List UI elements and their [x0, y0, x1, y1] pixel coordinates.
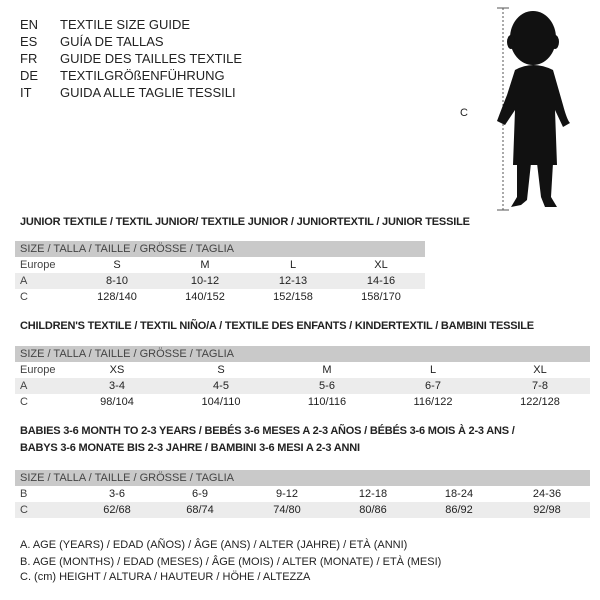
row-label: A	[20, 275, 28, 287]
row-label: Europe	[20, 364, 56, 376]
lang-title: GUÍA DE TALLAS	[60, 34, 164, 49]
cell: M	[200, 259, 210, 271]
table-row: A 8-10 10-12 12-13 14-16	[15, 273, 425, 289]
junior-section-title: JUNIOR TEXTILE / TEXTIL JUNIOR/ TEXTILE …	[20, 216, 470, 228]
row-label: Europe	[20, 259, 56, 271]
cell: 104/110	[201, 396, 241, 408]
lang-code: EN	[20, 17, 39, 32]
children-size-table: SIZE / TALLA / TAILLE / GRÖSSE / TAGLIA …	[15, 346, 590, 410]
cell: 86/92	[445, 504, 473, 516]
row-label: A	[20, 380, 28, 392]
junior-size-table: SIZE / TALLA / TAILLE / GRÖSSE / TAGLIA …	[15, 241, 425, 305]
cell: 116/122	[413, 396, 453, 408]
cell: 80/86	[359, 504, 387, 516]
cell: 5-6	[319, 380, 335, 392]
cell: 14-16	[366, 275, 396, 287]
cell: 24-36	[532, 488, 562, 500]
legend-a: A. AGE (YEARS) / EDAD (AÑOS) / ÂGE (ANS)…	[20, 539, 408, 551]
cell: 9-12	[275, 488, 299, 500]
cell: 110/116	[307, 396, 347, 408]
cell: 10-12	[190, 275, 220, 287]
lang-title: GUIDA ALLE TAGLIE TESSILI	[60, 85, 236, 100]
table-header: SIZE / TALLA / TAILLE / GRÖSSE / TAGLIA	[15, 346, 590, 362]
cell: XL	[533, 364, 547, 376]
child-silhouette-icon	[497, 7, 570, 211]
lang-title: TEXTILE SIZE GUIDE	[60, 17, 191, 32]
lang-code: FR	[20, 51, 38, 66]
cell: 140/152	[185, 291, 225, 303]
lang-code: IT	[20, 85, 32, 100]
table-row: Europe XS S M L XL	[15, 362, 590, 378]
cell: L	[429, 364, 437, 376]
babies-section-title-line2: BABYS 3-6 MONATE BIS 2-3 JAHRE / BAMBINI…	[20, 442, 360, 454]
lang-code: DE	[20, 68, 39, 83]
table-row: Europe S M L XL	[15, 257, 425, 273]
babies-section-title-line1: BABIES 3-6 MONTH TO 2-3 YEARS / BEBÉS 3-…	[20, 425, 515, 437]
row-label: B	[20, 488, 28, 500]
lang-code: ES	[20, 34, 38, 49]
legend-b: B. AGE (MONTHS) / EDAD (MESES) / ÂGE (MO…	[20, 556, 442, 568]
cell: 68/74	[186, 504, 214, 516]
lang-title: TEXTILGRÖßENFÜHRUNG	[60, 68, 225, 83]
cell: L	[289, 259, 297, 271]
table-row: C 62/68 68/74 74/80 80/86 86/92 92/98	[15, 502, 590, 518]
table-header: SIZE / TALLA / TAILLE / GRÖSSE / TAGLIA	[15, 241, 425, 257]
table-header: SIZE / TALLA / TAILLE / GRÖSSE / TAGLIA	[15, 470, 590, 486]
cell: 128/140	[97, 291, 137, 303]
cell: 62/68	[103, 504, 131, 516]
measure-label: C	[460, 107, 468, 119]
cell: 3-4	[109, 380, 125, 392]
row-label: C	[20, 504, 28, 516]
table-row: B 3-6 6-9 9-12 12-18 18-24 24-36	[15, 486, 590, 502]
cell: 12-18	[358, 488, 388, 500]
cell: 8-10	[105, 275, 129, 287]
cell: 98/104	[100, 396, 134, 408]
height-figure: C	[455, 5, 595, 215]
cell: 18-24	[444, 488, 474, 500]
cell: 4-5	[213, 380, 229, 392]
cell: 122/128	[520, 396, 560, 408]
cell: 3-6	[109, 488, 125, 500]
cell: XL	[374, 259, 388, 271]
cell: 152/158	[273, 291, 313, 303]
cell: M	[322, 364, 332, 376]
cell: 12-13	[278, 275, 308, 287]
row-label: C	[20, 291, 28, 303]
children-section-title: CHILDREN'S TEXTILE / TEXTIL NIÑO/A / TEX…	[20, 320, 534, 332]
table-row: C 98/104 104/110 110/116 116/122 122/128	[15, 394, 590, 410]
row-label: C	[20, 396, 28, 408]
cell: 6-9	[192, 488, 208, 500]
cell: 158/170	[361, 291, 401, 303]
table-row: C 128/140 140/152 152/158 158/170	[15, 289, 425, 305]
cell: S	[113, 259, 121, 271]
babies-size-table: SIZE / TALLA / TAILLE / GRÖSSE / TAGLIA …	[15, 470, 590, 518]
cell: 74/80	[273, 504, 301, 516]
cell: 6-7	[425, 380, 441, 392]
lang-title: GUIDE DES TAILLES TEXTILE	[60, 51, 243, 66]
cell: 92/98	[533, 504, 561, 516]
table-row: A 3-4 4-5 5-6 6-7 7-8	[15, 378, 590, 394]
cell: 7-8	[532, 380, 548, 392]
legend-c: C. (cm) HEIGHT / ALTURA / HAUTEUR / HÖHE…	[20, 571, 311, 583]
cell: XS	[109, 364, 125, 376]
cell: S	[217, 364, 225, 376]
